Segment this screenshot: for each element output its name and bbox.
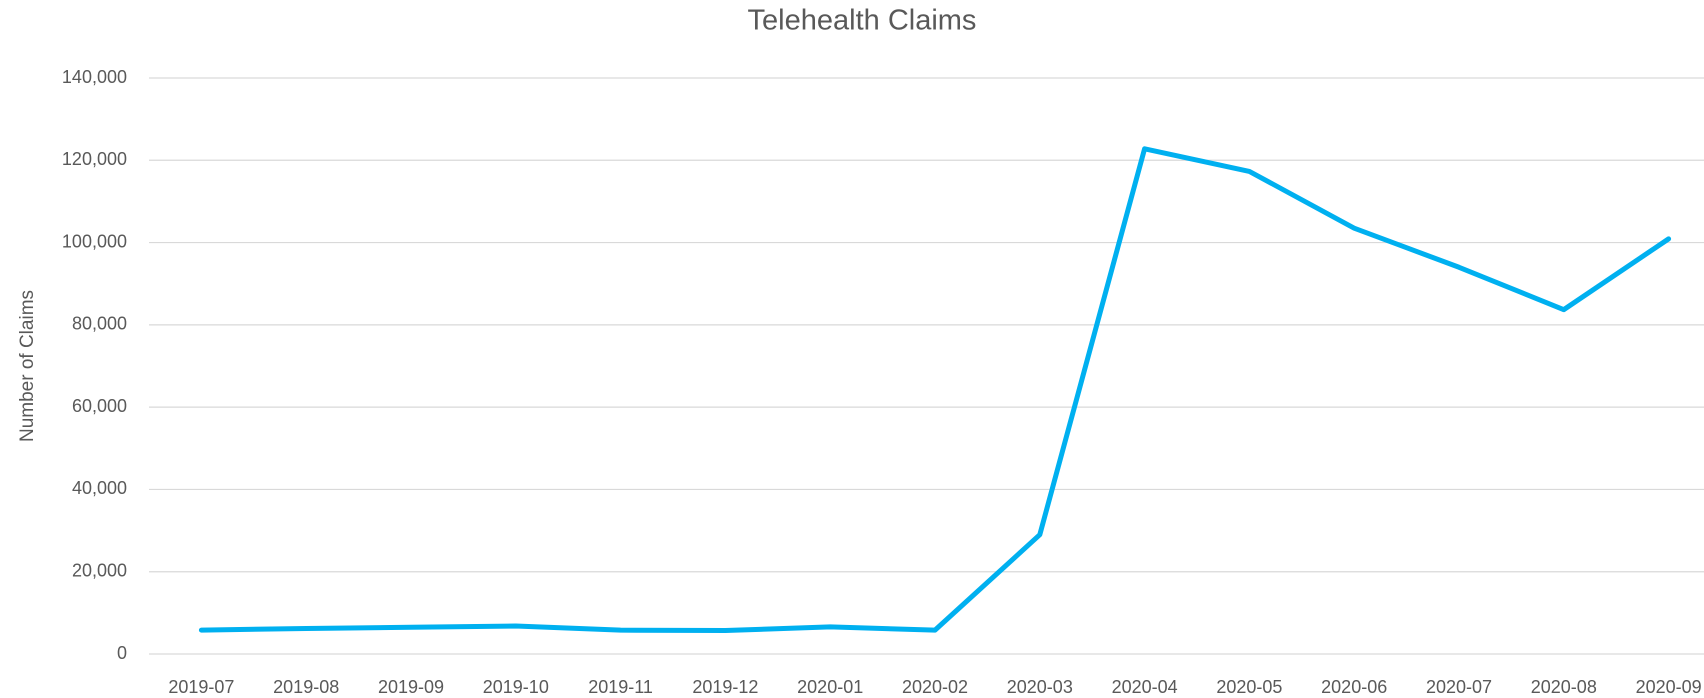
y-axis-label: Number of Claims (17, 290, 38, 442)
x-tick-label: 2020-08 (1531, 677, 1597, 697)
x-tick-label: 2020-03 (1007, 677, 1073, 697)
y-tick-label: 100,000 (62, 231, 127, 251)
x-tick-label: 2019-09 (378, 677, 444, 697)
y-tick-label: 0 (117, 643, 127, 663)
chart-title: Telehealth Claims (748, 5, 977, 37)
x-tick-label: 2019-07 (168, 677, 234, 697)
x-tick-label: 2020-04 (1112, 677, 1178, 697)
y-tick-label: 60,000 (72, 396, 127, 416)
y-tick-label: 40,000 (72, 478, 127, 498)
x-tick-label: 2020-09 (1636, 677, 1702, 697)
y-tick-label: 140,000 (62, 67, 127, 87)
x-tick-label: 2020-07 (1426, 677, 1492, 697)
x-tick-label: 2019-12 (692, 677, 758, 697)
y-tick-label: 120,000 (62, 149, 127, 169)
line-series (198, 146, 1672, 634)
x-tick-label: 2020-06 (1321, 677, 1387, 697)
x-tick-label: 2020-01 (797, 677, 863, 697)
x-tick-label: 2019-08 (273, 677, 339, 697)
x-tick-label: 2020-05 (1216, 677, 1282, 697)
y-tick-label: 80,000 (72, 314, 127, 334)
x-tick-label: 2020-02 (902, 677, 968, 697)
y-tick-label: 20,000 (72, 560, 127, 580)
x-tick-label: 2019-11 (588, 677, 653, 697)
x-tick-label: 2019-10 (483, 677, 549, 697)
